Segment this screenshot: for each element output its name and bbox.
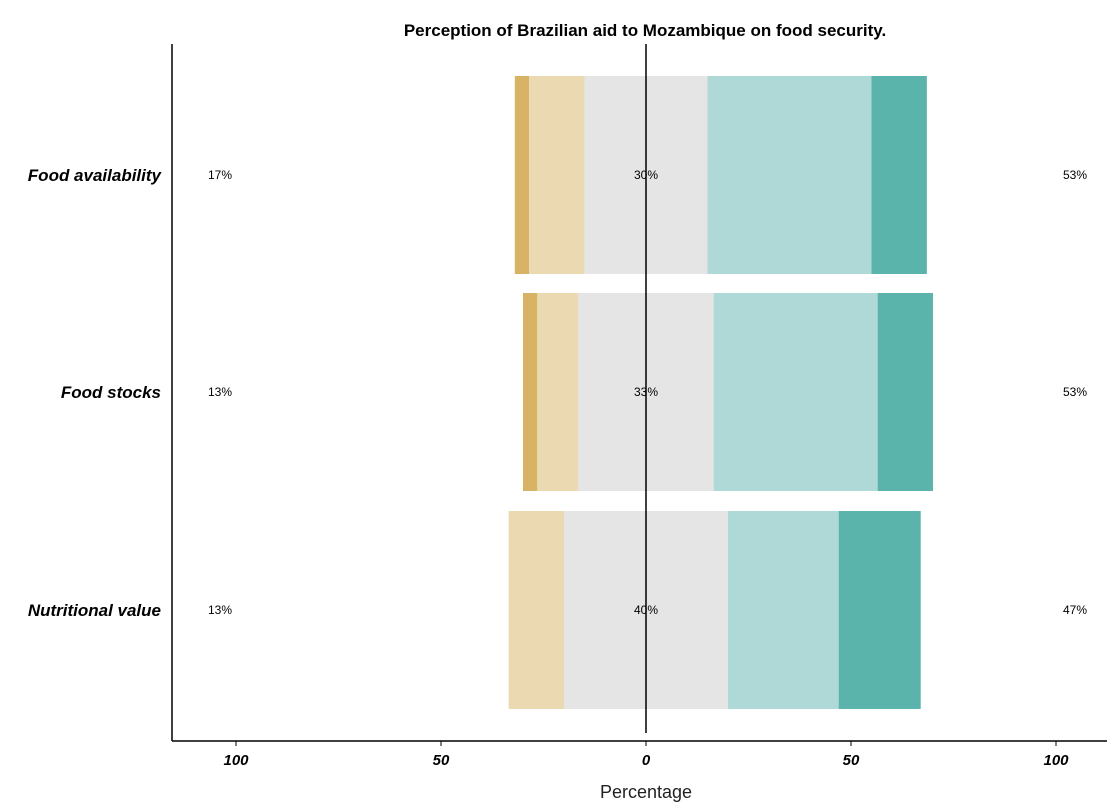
x-axis-title: Percentage (600, 782, 692, 802)
left-percent-label: 17% (208, 168, 232, 182)
category-label: Food stocks (61, 383, 161, 402)
x-tick-label: 0 (642, 752, 651, 769)
chart-title: Perception of Brazilian aid to Mozambiqu… (404, 21, 886, 40)
bar-segment-3-5 (838, 511, 921, 709)
category-label: Food availability (28, 166, 163, 185)
category-label: Nutritional value (28, 601, 161, 620)
bar-segment-3-4 (728, 511, 839, 709)
bar-segment-2-1 (523, 293, 538, 491)
right-percent-label: 53% (1063, 385, 1087, 399)
x-tick-label: 100 (223, 752, 249, 769)
bar-segment-1-2 (529, 76, 585, 274)
bar-segment-2-2 (537, 293, 579, 491)
left-percent-label: 13% (208, 385, 232, 399)
bar-segment-1-4 (707, 76, 872, 274)
right-percent-label: 47% (1063, 603, 1087, 617)
bar-segment-1-5 (871, 76, 927, 274)
right-percent-label: 53% (1063, 168, 1087, 182)
left-percent-label: 13% (208, 603, 232, 617)
bars-layer (508, 76, 933, 709)
bar-segment-1-1 (514, 76, 530, 274)
bar-segment-2-4 (713, 293, 878, 491)
x-tick-label: 100 (1043, 752, 1069, 769)
bar-segment-3-2 (508, 511, 564, 709)
bar-segment-2-5 (877, 293, 933, 491)
x-tick-label: 50 (433, 752, 450, 769)
x-tick-label: 50 (843, 752, 860, 769)
x-ticks: 100 50 0 50 100 (223, 741, 1069, 769)
